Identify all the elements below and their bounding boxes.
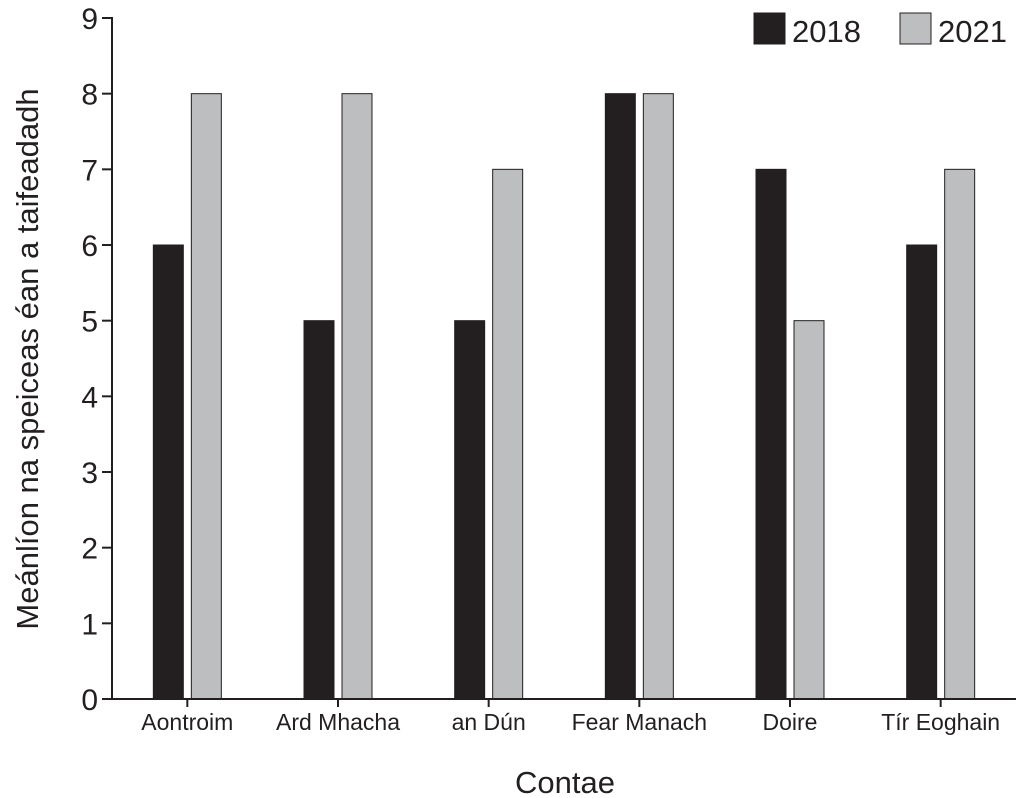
bar-2021-doire [793,320,825,700]
y-tick-label: 9 [81,3,98,36]
y-tick-label: 8 [81,79,98,112]
legend: 2018 2021 [753,12,1007,49]
x-tick-label: Fear Manach [572,709,708,735]
x-tick-label: Tír Eoghain [881,709,1000,735]
bar-2018-fear-manach [604,93,636,700]
y-axis-title: Meánlíon na speiceas éan a taifeadadh [10,88,45,629]
y-tick-label: 7 [81,154,98,187]
bar-2018-doire [755,168,787,700]
bar-2021-an-dún [492,168,524,700]
y-tick-label: 4 [81,381,98,414]
y-tick-label: 6 [81,230,98,263]
y-axis-ticks: 0 1 2 3 4 5 6 7 8 9 [81,3,112,717]
bar-2018-an-dún [454,320,486,700]
bar-2021-fear-manach [642,93,674,700]
legend-swatch-2018 [753,12,786,45]
x-axis-tick-labels: Aontroim Ard Mhacha an Dún Fear Manach Doire… [141,699,1000,735]
bars [152,93,976,700]
x-tick-label: Aontroim [141,709,233,735]
x-tick-label: Ard Mhacha [276,709,400,735]
y-tick-label: 0 [81,684,98,717]
bar-2021-ard-mhacha [341,93,373,700]
x-axis-title: Contae [515,765,615,798]
bar-2018-tír-eoghain [906,244,938,700]
legend-swatch-2021 [899,12,932,45]
x-tick-label: an Dún [452,709,526,735]
y-tick-label: 3 [81,457,98,490]
legend-label-2018: 2018 [792,14,861,49]
y-tick-label: 2 [81,533,98,566]
x-tick-label: Doire [763,709,818,735]
bar-2018-aontroim [152,244,184,700]
bar-2021-aontroim [190,93,222,700]
bar-2021-tír-eoghain [944,168,976,700]
bar-2018-ard-mhacha [303,320,335,700]
y-tick-label: 5 [81,306,98,339]
legend-label-2021: 2021 [938,14,1007,49]
y-tick-label: 1 [81,608,98,641]
